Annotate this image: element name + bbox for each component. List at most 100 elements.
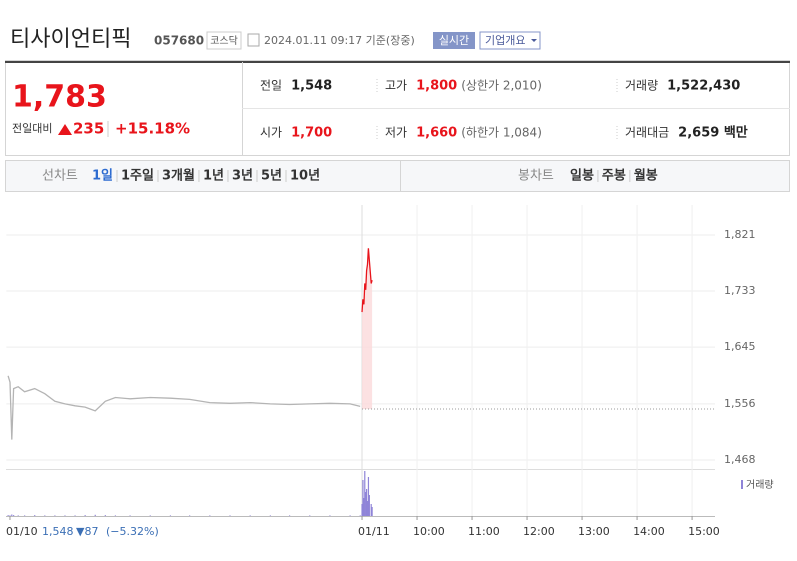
- volume-bar: [34, 515, 36, 516]
- candle-tab[interactable]: 주봉: [602, 169, 626, 184]
- volume-bar: [94, 514, 96, 516]
- footer-pct: (−5.32%): [106, 525, 159, 538]
- x-tick-label: 13:00: [578, 525, 610, 538]
- volume-bar: [9, 515, 11, 516]
- volume-legend: 거래량: [746, 479, 774, 491]
- period-tab[interactable]: 3년: [232, 169, 253, 184]
- volume-bar: [363, 498, 365, 516]
- volume-bar: [189, 515, 191, 516]
- period-tab[interactable]: 10년: [290, 169, 320, 184]
- volume-bar: [329, 515, 331, 516]
- market-badge: [206, 31, 242, 50]
- period-tab[interactable]: 1주일: [121, 169, 154, 184]
- company-button[interactable]: [479, 31, 541, 50]
- x-tick-label: 01/11: [358, 525, 390, 538]
- volume-bar: [24, 515, 26, 516]
- x-tick-label: 15:00: [688, 525, 720, 538]
- y-tick-label: 1,468: [724, 453, 756, 466]
- volume-bar: [54, 515, 56, 516]
- x-tick-label: 11:00: [468, 525, 500, 538]
- stats: 전일 1,548 고가 1,800 (상한가 2,010) 거래량 1,522,430 시가 1…: [260, 79, 748, 141]
- change-pct: +15.18%: [115, 120, 190, 138]
- volume-bar: [370, 504, 372, 516]
- price-line: [7, 375, 361, 440]
- stat-value: 1,800: [416, 79, 457, 94]
- stat-label: 고가: [385, 79, 407, 93]
- stat-value: 2,659 백만: [678, 125, 748, 141]
- market: 코스닥: [210, 35, 238, 47]
- price-line: [361, 248, 373, 313]
- dropdown-arrow: [531, 39, 537, 42]
- volume-bar: [309, 515, 311, 516]
- volume-bar: [229, 515, 231, 516]
- change: 235: [73, 120, 104, 138]
- stat-label: 거래량: [625, 79, 658, 93]
- realtime-button[interactable]: [433, 32, 475, 49]
- volume-bar: [104, 515, 106, 516]
- volume-bar: [149, 515, 151, 516]
- volume-bar: [129, 515, 131, 516]
- candle-tab[interactable]: 월봉: [634, 168, 658, 184]
- candle-chart-label: 봉차트: [518, 169, 554, 184]
- stat-value: 1,660: [416, 126, 457, 141]
- volume-bar: [361, 504, 363, 516]
- candle-tab[interactable]: 일봉: [570, 169, 594, 184]
- volume-bar: [288, 515, 291, 516]
- volume-bar: [169, 515, 172, 516]
- company[interactable]: 기업개요: [485, 34, 525, 47]
- tabs: 1일 1주일 3개월 1년 3년 5년 10년 일봉 주봉 월봉: [92, 168, 658, 184]
- timestamp: 2024.01.11 09:17 기준(장중): [264, 34, 415, 47]
- y-tick-label: 1,645: [724, 340, 756, 353]
- volume-bar: [64, 515, 66, 516]
- stat-label: 거래대금: [625, 126, 669, 140]
- volume-bar: [368, 495, 370, 516]
- volume-bar: [365, 492, 367, 516]
- stat-value: 1,522,430: [667, 79, 740, 94]
- price: 1,783: [12, 80, 107, 115]
- volume-bar: [349, 515, 351, 516]
- footer-price: 1,548: [42, 525, 74, 538]
- line-chart-label: 선차트: [42, 169, 78, 184]
- volume-bar: [74, 515, 76, 516]
- volume-bar: [362, 480, 364, 516]
- period-tab[interactable]: 1일: [92, 169, 113, 184]
- plot: 1,468 1,556 1,645 1,733 1,821 01/10 01/11 10:00…: [6, 205, 756, 538]
- area-fill: [362, 248, 373, 409]
- stock-code: 057680: [154, 34, 204, 48]
- period-tab[interactable]: 5년: [261, 169, 282, 184]
- volume-bar: [366, 501, 369, 516]
- stat-label: 저가: [385, 126, 407, 140]
- stat-label: 전일: [260, 79, 282, 93]
- volume-panel: [6, 470, 715, 516]
- tab-bar: [5, 160, 790, 192]
- volume-bar: [367, 477, 370, 516]
- stock-name: 티사이언티픽: [10, 27, 131, 52]
- x-tick-label: 12:00: [523, 525, 555, 538]
- volume-bar: [359, 515, 361, 516]
- volume-bar: [44, 515, 46, 516]
- up-arrow: [58, 124, 72, 135]
- y-tick-label: 1,556: [724, 397, 756, 410]
- volume-bar: [13, 515, 15, 516]
- volume-bar: [11, 514, 13, 516]
- stat-value: 1,700: [291, 126, 332, 141]
- volume-bar: [364, 471, 366, 516]
- period-tab[interactable]: 1년: [203, 169, 224, 184]
- volume-bar: [249, 515, 251, 516]
- footer-date: 01/10: [6, 525, 38, 538]
- volume-bar: [269, 515, 271, 516]
- y-tick-label: 1,733: [724, 284, 756, 297]
- volume-bar: [17, 515, 19, 516]
- x-tick-label: 01/10: [6, 525, 38, 538]
- period-tab[interactable]: 3개월: [162, 168, 195, 184]
- volume-bar: [366, 489, 368, 516]
- volume-bar: [7, 515, 9, 516]
- volume-legend-swatch: [741, 480, 743, 489]
- volume-bar: [371, 507, 373, 516]
- stat-value: 1,548: [291, 79, 332, 94]
- realtime[interactable]: 실시간: [439, 34, 469, 47]
- x-tick-label: 10:00: [413, 525, 445, 538]
- calendar-icon: [247, 33, 260, 47]
- change-label: 전일대비: [12, 121, 52, 135]
